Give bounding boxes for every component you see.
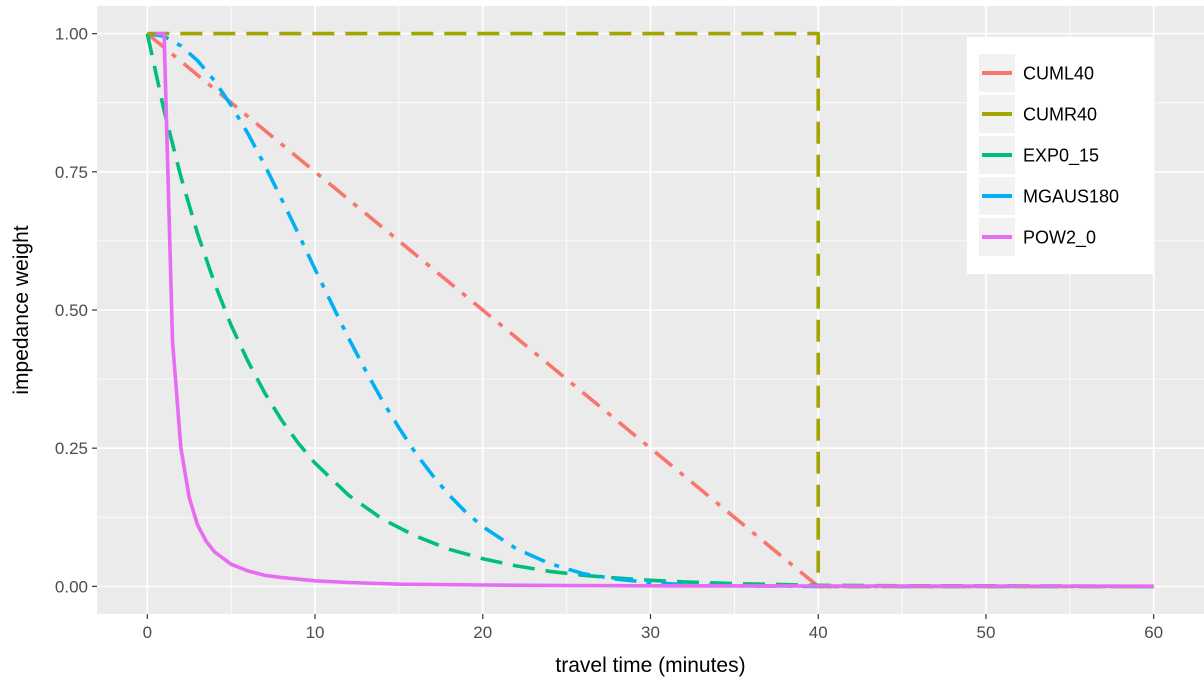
x-tick-label: 20 <box>473 623 492 642</box>
series-line-pow2-0 <box>155 31 1154 589</box>
x-axis: 0 10 20 30 40 50 60 <box>143 614 1163 642</box>
series-lines <box>145 31 1154 589</box>
x-tick-label: 0 <box>143 623 152 642</box>
y-axis-title: impedance weight <box>10 225 33 394</box>
x-tick-label: 60 <box>1144 623 1163 642</box>
y-tick-label: 0.00 <box>55 577 88 596</box>
x-tick-label: 30 <box>641 623 660 642</box>
series-line-mgaus180 <box>147 31 1154 589</box>
x-tick-label: 50 <box>976 623 995 642</box>
x-tick-label: 40 <box>809 623 828 642</box>
x-axis-title: travel time (minutes) <box>555 654 745 677</box>
y-tick-label: 0.75 <box>55 163 88 182</box>
legend: CUML40 CUMR40 EXP0_15 MGAUS180 POW2_0 <box>967 37 1153 274</box>
legend-label: EXP0_15 <box>1023 146 1099 167</box>
y-axis: 0.00 0.25 0.50 0.75 1.00 <box>55 25 97 596</box>
y-tick-label: 0.25 <box>55 439 88 458</box>
legend-label: CUMR40 <box>1023 105 1097 125</box>
legend-label: CUML40 <box>1023 64 1094 84</box>
series-line-exp0-15 <box>145 33 1154 589</box>
y-tick-label: 0.50 <box>55 301 88 320</box>
legend-label: POW2_0 <box>1023 228 1096 249</box>
legend-label: MGAUS180 <box>1023 187 1119 207</box>
y-tick-label: 1.00 <box>55 25 88 44</box>
x-tick-label: 10 <box>306 623 325 642</box>
